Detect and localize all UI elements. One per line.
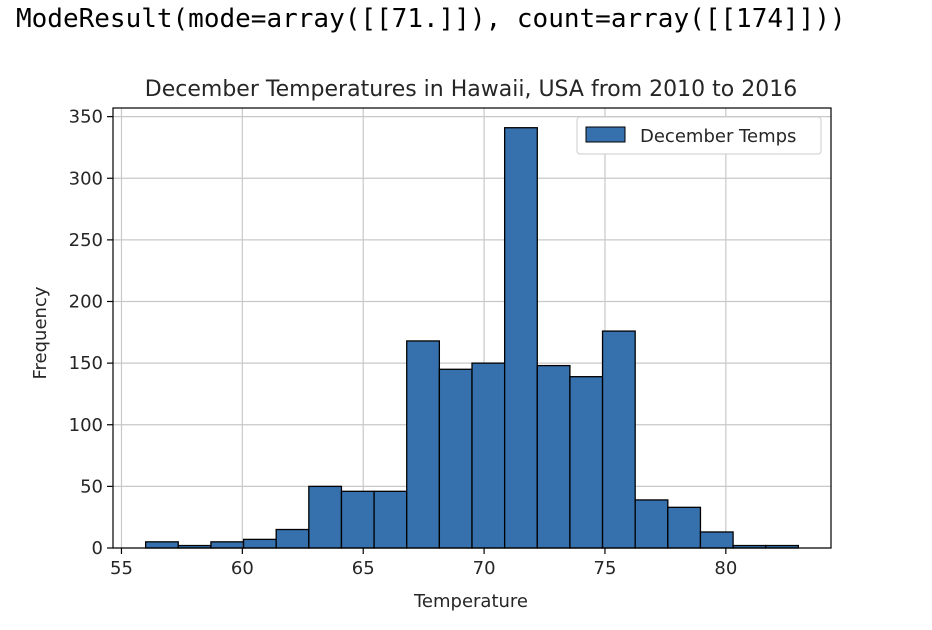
histogram-bar [569, 376, 604, 549]
histogram-bar [210, 541, 245, 549]
histogram-bar [308, 485, 343, 549]
x-axis-ticks: 55 60 65 70 75 80 [110, 548, 737, 579]
y-tick-label: 350 [69, 107, 103, 128]
histogram-bar [242, 538, 277, 549]
x-tick-label: 80 [714, 558, 737, 579]
y-tick-label: 200 [69, 292, 103, 313]
x-tick-label: 75 [594, 558, 617, 579]
x-tick-label: 55 [110, 558, 133, 579]
histogram-bar [503, 127, 538, 549]
x-tick-label: 65 [352, 558, 375, 579]
histogram-bars [144, 127, 800, 549]
histogram-bar [634, 499, 669, 549]
x-axis-label: Temperature [413, 591, 528, 612]
y-axis-ticks: 0 50 100 150 200 250 300 350 [69, 107, 113, 559]
legend: December Temps [576, 116, 822, 155]
chart-title: December Temperatures in Hawaii, USA fro… [145, 77, 797, 102]
histogram-bar [144, 541, 179, 549]
histogram-bar [373, 490, 408, 549]
histogram-bar [438, 368, 473, 549]
plot-frame [112, 107, 832, 549]
histogram-bar [667, 506, 702, 549]
histogram-bar [340, 490, 375, 549]
y-tick-label: 250 [69, 230, 103, 251]
legend-box [576, 116, 822, 155]
y-tick-label: 150 [69, 353, 103, 374]
mode-result-output: ModeResult(mode=array([[71.]]), count=ar… [16, 4, 846, 34]
y-tick-label: 300 [69, 168, 103, 189]
histogram-bar [471, 362, 506, 549]
histogram-bar [601, 330, 636, 549]
histogram-bar [406, 340, 441, 549]
y-tick-label: 0 [92, 538, 103, 559]
y-tick-label: 100 [69, 415, 103, 436]
x-tick-label: 70 [473, 558, 496, 579]
y-tick-label: 50 [80, 476, 103, 497]
x-tick-label: 60 [231, 558, 254, 579]
histogram-bar [699, 531, 734, 549]
y-axis-label: Frequency [30, 286, 51, 379]
legend-label: December Temps [640, 126, 796, 147]
legend-swatch [585, 126, 626, 143]
histogram-bar [275, 528, 310, 549]
histogram-bar [536, 364, 571, 549]
